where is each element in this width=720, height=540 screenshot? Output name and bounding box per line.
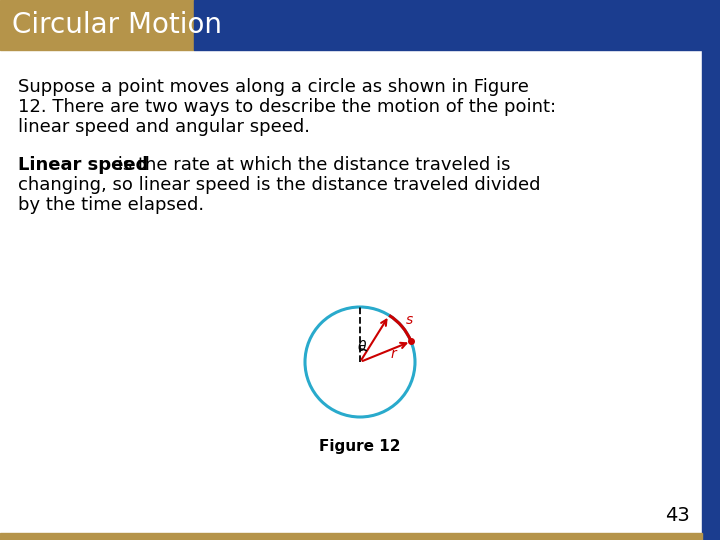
Text: Circular Motion: Circular Motion — [12, 11, 222, 39]
Text: $\theta$: $\theta$ — [357, 339, 367, 354]
Bar — [702, 0, 720, 540]
Text: linear speed and angular speed.: linear speed and angular speed. — [18, 118, 310, 136]
Text: changing, so linear speed is the distance traveled divided: changing, so linear speed is the distanc… — [18, 176, 541, 194]
Bar — [0, 533, 702, 540]
Text: 12. There are two ways to describe the motion of the point:: 12. There are two ways to describe the m… — [18, 98, 556, 116]
Bar — [194, 0, 702, 50]
Text: Figure 12: Figure 12 — [319, 439, 401, 454]
Text: $r$: $r$ — [390, 347, 399, 361]
Text: 43: 43 — [665, 506, 690, 525]
Text: $s$: $s$ — [405, 313, 414, 327]
Text: is the rate at which the distance traveled is: is the rate at which the distance travel… — [112, 156, 510, 174]
Text: Linear speed: Linear speed — [18, 156, 148, 174]
Text: by the time elapsed.: by the time elapsed. — [18, 196, 204, 214]
Bar — [0, 0, 194, 50]
Text: Suppose a point moves along a circle as shown in Figure: Suppose a point moves along a circle as … — [18, 78, 529, 96]
